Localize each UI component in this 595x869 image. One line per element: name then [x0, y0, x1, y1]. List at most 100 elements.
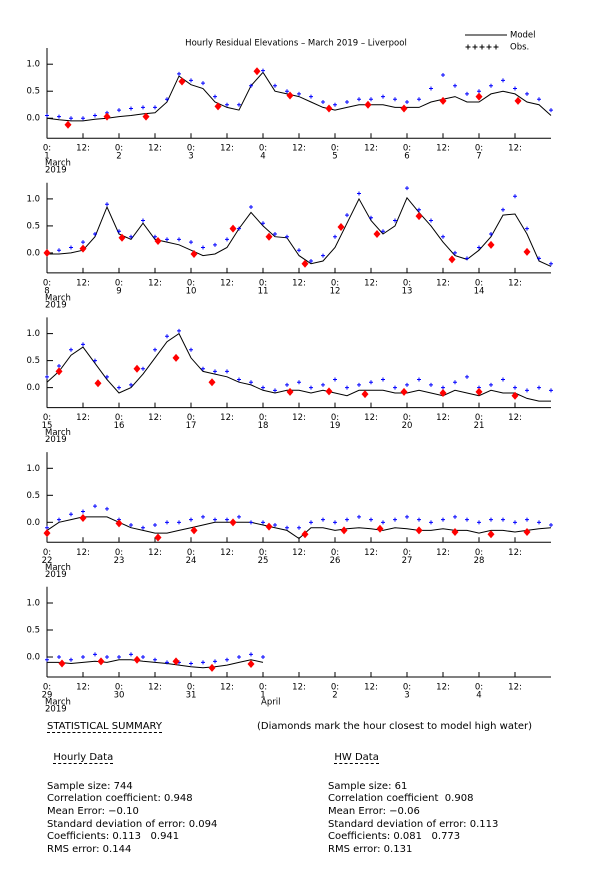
- hw-lines: Sample size: 61 Correlation coefficient 0…: [328, 781, 498, 857]
- high-water-diamond: [439, 389, 447, 398]
- x-tick-label: 12:: [292, 683, 306, 693]
- obs-marker: [201, 660, 205, 665]
- day-label: 11: [258, 286, 269, 296]
- obs-marker: [129, 382, 133, 387]
- x-tick-label: 0:: [187, 548, 195, 558]
- day-label: 21: [474, 421, 485, 431]
- obs-marker: [237, 655, 241, 660]
- x-tick-label: 12:: [220, 413, 234, 423]
- high-water-diamond: [361, 390, 369, 399]
- obs-marker: [345, 517, 349, 522]
- day-label: 15: [42, 421, 53, 431]
- y-tick-label: 0.5: [26, 87, 40, 97]
- x-tick-label: 12:: [508, 413, 522, 423]
- obs-marker: [525, 226, 529, 231]
- y-tick-label: 0.0: [26, 114, 40, 124]
- obs-marker: [141, 655, 145, 660]
- x-tick-label: 0:: [331, 144, 339, 154]
- obs-marker: [213, 94, 217, 99]
- y-tick-label: 0.0: [26, 383, 40, 393]
- obs-marker: [105, 202, 109, 207]
- obs-marker: [153, 234, 157, 239]
- obs-marker: [261, 520, 265, 525]
- high-water-diamond: [301, 530, 309, 539]
- obs-marker: [45, 525, 49, 530]
- high-water-diamond: [43, 529, 51, 538]
- obs-marker: [261, 385, 265, 390]
- obs-marker: [57, 364, 61, 369]
- year-label: 2019: [45, 705, 67, 715]
- day-label: 27: [402, 556, 413, 566]
- obs-marker: [57, 248, 61, 253]
- high-water-diamond: [415, 212, 423, 221]
- obs-marker: [453, 250, 457, 255]
- charts: Hourly Residual Elevations – March 2019 …: [26, 31, 553, 715]
- x-tick-label: 0:: [115, 413, 123, 423]
- summary-line: RMS error: 0.131: [328, 843, 413, 855]
- obs-marker: [69, 347, 73, 352]
- hourly-heading: Hourly Data: [53, 751, 114, 764]
- high-water-diamond: [337, 222, 345, 231]
- obs-marker: [153, 657, 157, 662]
- obs-marker: [57, 517, 61, 522]
- obs-marker: [405, 100, 409, 105]
- x-tick-label: 12:: [508, 144, 522, 154]
- obs-marker: [237, 226, 241, 231]
- x-tick-label: 12:: [292, 144, 306, 154]
- obs-marker: [249, 205, 253, 210]
- obs-marker: [201, 81, 205, 86]
- obs-marker: [357, 514, 361, 519]
- high-water-diamond: [154, 237, 162, 246]
- obs-marker: [489, 232, 493, 237]
- obs-marker: [357, 382, 361, 387]
- obs-marker: [105, 374, 109, 379]
- day-label: 29: [42, 691, 53, 701]
- x-tick-label: 0:: [115, 278, 123, 288]
- obs-marker: [237, 514, 241, 519]
- obs-marker: [465, 517, 469, 522]
- obs-marker: [129, 652, 133, 657]
- x-tick-label: 12:: [436, 413, 450, 423]
- day-label: 17: [186, 421, 197, 431]
- obs-marker: [129, 234, 133, 239]
- obs-marker: [93, 358, 97, 363]
- high-water-diamond: [79, 244, 87, 253]
- month-label: March: [45, 293, 71, 303]
- obs-marker: [501, 207, 505, 212]
- model-line: [46, 332, 551, 402]
- x-tick-label: 0:: [43, 278, 51, 288]
- obs-marker: [297, 380, 301, 385]
- high-water-diamond: [247, 660, 255, 669]
- obs-marker: [261, 655, 265, 660]
- high-water-diamond: [142, 112, 150, 121]
- high-water-diamond: [451, 528, 459, 537]
- obs-marker: [537, 520, 541, 525]
- obs-marker: [93, 232, 97, 237]
- obs-marker: [285, 234, 289, 239]
- x-tick-label: 0:: [331, 548, 339, 558]
- obs-marker: [297, 248, 301, 253]
- x-tick-label: 12:: [220, 683, 234, 693]
- legend-plus: [465, 44, 471, 50]
- summary-note: (Diamonds mark the hour closest to model…: [257, 721, 533, 732]
- x-tick-label: 12:: [508, 548, 522, 558]
- obs-marker: [549, 388, 553, 393]
- day-label: 25: [258, 556, 269, 566]
- obs-marker: [45, 374, 49, 379]
- day-label: 19: [330, 421, 341, 431]
- high-water-diamond: [400, 387, 408, 396]
- obs-marker: [105, 506, 109, 511]
- obs-marker: [309, 385, 313, 390]
- day-label: 2: [332, 691, 337, 701]
- day-label: 13: [402, 286, 413, 296]
- obs-marker: [117, 229, 121, 234]
- obs-marker: [273, 523, 277, 528]
- x-tick-label: 12:: [364, 278, 378, 288]
- day-label: 3: [188, 152, 193, 162]
- day-label: 1: [44, 152, 49, 162]
- obs-marker: [273, 232, 277, 237]
- x-tick-label: 12:: [76, 144, 90, 154]
- obs-marker: [165, 334, 169, 339]
- day-label: 5: [332, 152, 337, 162]
- x-tick-label: 12:: [148, 548, 162, 558]
